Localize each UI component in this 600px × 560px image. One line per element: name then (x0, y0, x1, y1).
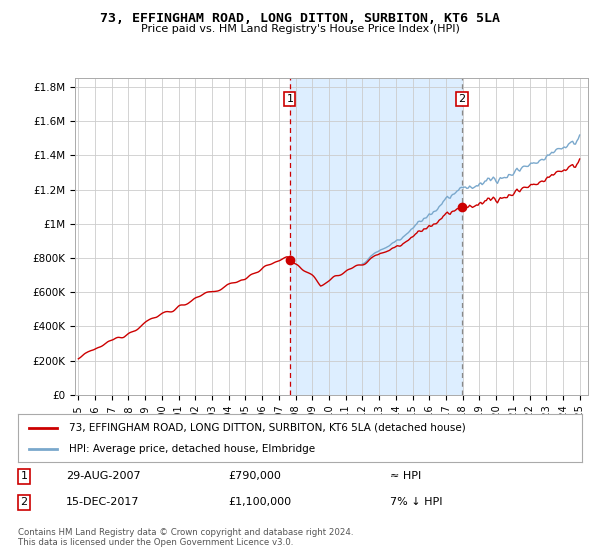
Text: 15-DEC-2017: 15-DEC-2017 (66, 497, 139, 507)
Text: 1: 1 (286, 94, 293, 104)
Text: Price paid vs. HM Land Registry's House Price Index (HPI): Price paid vs. HM Land Registry's House … (140, 24, 460, 34)
Text: 73, EFFINGHAM ROAD, LONG DITTON, SURBITON, KT6 5LA (detached house): 73, EFFINGHAM ROAD, LONG DITTON, SURBITO… (69, 423, 466, 433)
Text: 73, EFFINGHAM ROAD, LONG DITTON, SURBITON, KT6 5LA: 73, EFFINGHAM ROAD, LONG DITTON, SURBITO… (100, 12, 500, 25)
Text: £1,100,000: £1,100,000 (228, 497, 291, 507)
Text: 7% ↓ HPI: 7% ↓ HPI (390, 497, 443, 507)
Text: 29-AUG-2007: 29-AUG-2007 (66, 472, 140, 482)
Bar (290, 78, 462, 395)
Text: £790,000: £790,000 (228, 472, 281, 482)
Text: Contains HM Land Registry data © Crown copyright and database right 2024.
This d: Contains HM Land Registry data © Crown c… (18, 528, 353, 547)
Text: 1: 1 (20, 472, 28, 482)
Text: 2: 2 (458, 94, 466, 104)
Text: HPI: Average price, detached house, Elmbridge: HPI: Average price, detached house, Elmb… (69, 444, 315, 454)
Text: ≈ HPI: ≈ HPI (390, 472, 421, 482)
Text: 2: 2 (20, 497, 28, 507)
